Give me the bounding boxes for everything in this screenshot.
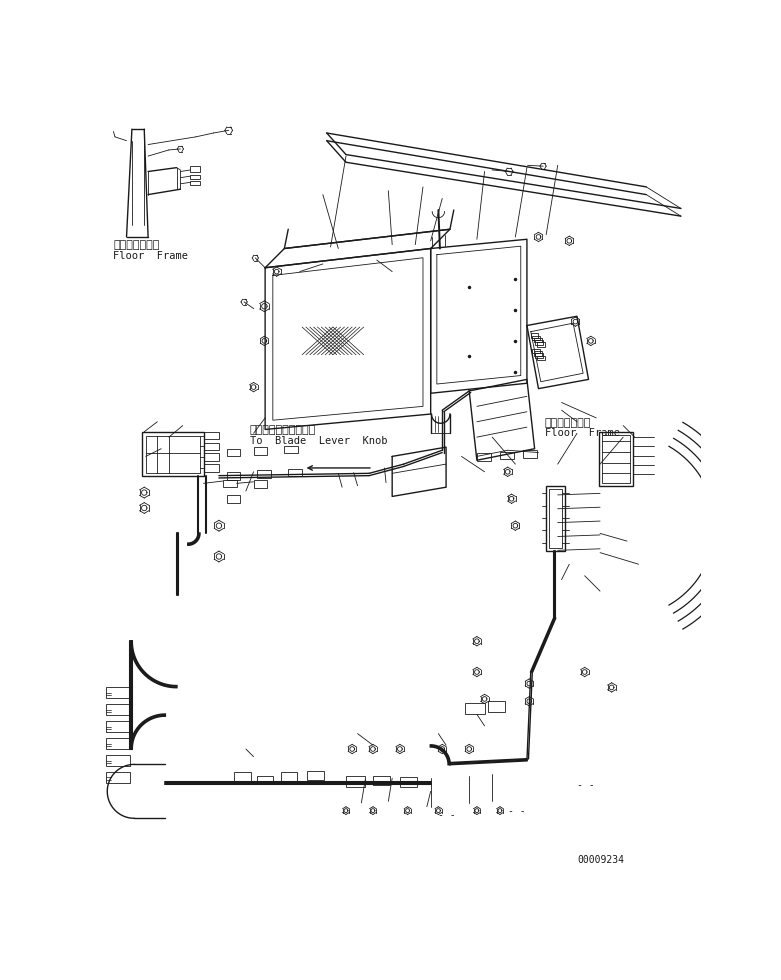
- Bar: [346, 776, 366, 787]
- Text: Floor  Frame: Floor Frame: [113, 251, 188, 262]
- Bar: [549, 489, 562, 548]
- Bar: [105, 738, 130, 749]
- Text: To  Blade  Lever  Knob: To Blade Lever Knob: [250, 436, 387, 446]
- Bar: [142, 432, 204, 476]
- Text: - -: - -: [438, 810, 456, 820]
- Bar: [400, 777, 417, 787]
- Bar: [531, 333, 538, 338]
- Bar: [465, 703, 484, 714]
- Bar: [204, 432, 219, 439]
- Bar: [191, 180, 200, 185]
- Bar: [500, 452, 514, 460]
- Bar: [284, 446, 298, 454]
- Bar: [373, 776, 390, 785]
- Bar: [537, 356, 544, 361]
- Bar: [280, 772, 298, 781]
- Text: フロアフレーム: フロアフレーム: [544, 417, 591, 427]
- Bar: [536, 340, 543, 345]
- Bar: [308, 770, 324, 780]
- Bar: [105, 705, 130, 715]
- Text: Floor  Frame: Floor Frame: [544, 428, 619, 438]
- Bar: [288, 468, 302, 476]
- Bar: [533, 349, 540, 353]
- Bar: [523, 450, 537, 458]
- Bar: [477, 454, 490, 461]
- Text: 00009234: 00009234: [577, 856, 624, 865]
- Text: ブレードレバーノブへ: ブレードレバーノブへ: [250, 425, 316, 435]
- Bar: [536, 353, 543, 358]
- Bar: [258, 470, 271, 478]
- Bar: [204, 443, 219, 450]
- Bar: [105, 721, 130, 732]
- Bar: [546, 486, 565, 551]
- Bar: [537, 342, 544, 347]
- Bar: [598, 432, 633, 486]
- Bar: [534, 351, 541, 356]
- Bar: [226, 449, 241, 457]
- Bar: [105, 687, 130, 698]
- Bar: [146, 436, 200, 472]
- Bar: [488, 702, 505, 712]
- Bar: [254, 447, 267, 455]
- Text: - -: - -: [508, 807, 526, 816]
- Bar: [258, 776, 273, 784]
- Bar: [191, 174, 200, 179]
- Bar: [534, 338, 541, 342]
- Bar: [105, 772, 130, 783]
- Bar: [204, 454, 219, 461]
- Text: フロアフレーム: フロアフレーム: [113, 240, 160, 251]
- Bar: [105, 756, 130, 766]
- Bar: [234, 772, 251, 781]
- Bar: [226, 495, 241, 503]
- Bar: [204, 465, 219, 471]
- Bar: [601, 435, 630, 482]
- Bar: [226, 471, 241, 479]
- Bar: [223, 479, 237, 487]
- Bar: [254, 480, 267, 488]
- Bar: [191, 166, 200, 172]
- Bar: [533, 335, 540, 340]
- Text: - -: - -: [577, 779, 594, 790]
